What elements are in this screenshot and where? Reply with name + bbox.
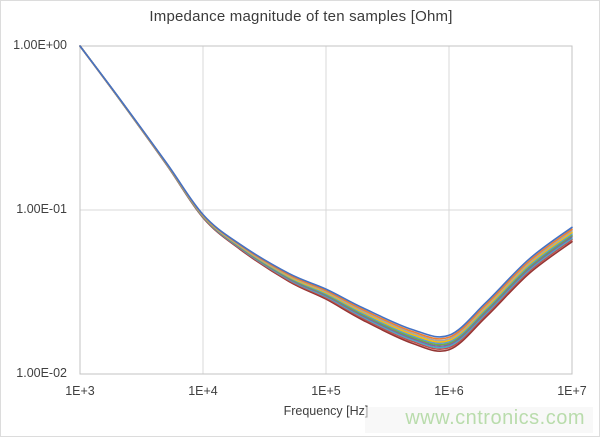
watermark-text: www.cntronics.com bbox=[405, 407, 585, 429]
chart-title: Impedance magnitude of ten samples [Ohm] bbox=[149, 8, 453, 25]
x-tick-label: 1E+6 bbox=[434, 384, 464, 398]
y-tick-label: 1.00E-02 bbox=[16, 366, 67, 380]
x-tick-label: 1E+4 bbox=[188, 384, 218, 398]
y-tick-label: 1.00E+00 bbox=[13, 38, 67, 52]
x-tick-label: 1E+7 bbox=[557, 384, 587, 398]
x-tick-label: 1E+3 bbox=[65, 384, 95, 398]
x-tick-label: 1E+5 bbox=[311, 384, 341, 398]
y-tick-label: 1.00E-01 bbox=[16, 202, 67, 216]
x-axis-title: Frequency [Hz] bbox=[283, 404, 369, 418]
watermark-background bbox=[365, 407, 593, 433]
plot-border bbox=[79, 45, 573, 375]
curve-sample-1 bbox=[79, 45, 573, 338]
